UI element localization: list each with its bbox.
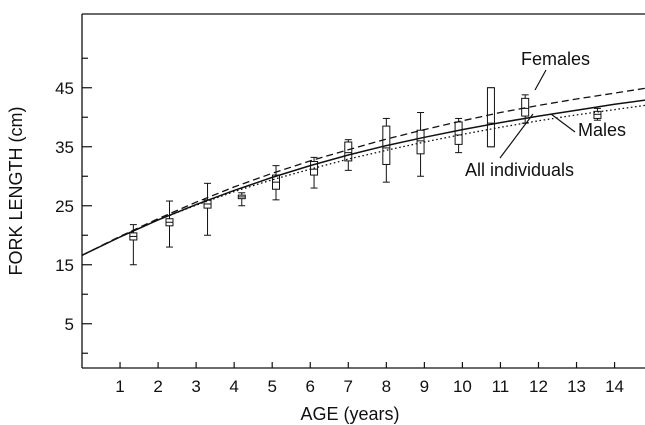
- annotations: Females Males All individuals: [465, 49, 626, 180]
- boxplot-box: [344, 141, 353, 162]
- y-tick-label: 25: [55, 197, 74, 216]
- x-tick-label: 9: [420, 377, 429, 396]
- annotation-males-arrow: [550, 113, 576, 133]
- x-axis-label: AGE (years): [300, 404, 399, 424]
- axes-frame: [81, 13, 645, 369]
- y-tick-label: 35: [55, 138, 74, 157]
- x-tick-label: 12: [529, 377, 548, 396]
- annotation-all-individuals: All individuals: [465, 160, 574, 180]
- boxplot-box: [416, 129, 425, 155]
- x-tick-label: 5: [267, 377, 276, 396]
- annotation-males: Males: [578, 120, 626, 140]
- y-tick-label: 5: [65, 315, 74, 334]
- x-tick-label: 10: [453, 377, 472, 396]
- x-tick-label: 14: [605, 377, 624, 396]
- x-tick-label: 3: [191, 377, 200, 396]
- y-tick-label: 45: [55, 79, 74, 98]
- annotation-females: Females: [521, 49, 590, 69]
- growth-curves: [81, 87, 645, 256]
- boxplot-box: [454, 121, 463, 145]
- series-line-all-individuals: [81, 99, 645, 256]
- x-tick-label: 11: [492, 377, 510, 396]
- x-tick-label: 6: [306, 377, 315, 396]
- series-line-females: [81, 87, 645, 256]
- x-tick-label: 4: [229, 377, 238, 396]
- x-tick-label: 1: [115, 377, 124, 396]
- series-line-males: [81, 104, 645, 256]
- x-tick-label: 7: [344, 377, 353, 396]
- y-tick-label: 15: [55, 256, 74, 275]
- x-tick-label: 8: [382, 377, 391, 396]
- boxplot-box: [486, 87, 495, 148]
- annotation-all-individuals-arrow: [499, 113, 534, 159]
- x-tick-label: 2: [153, 377, 162, 396]
- y-axis-label: FORK LENGTH (cm): [6, 107, 26, 276]
- boxplot-box: [593, 110, 602, 119]
- annotation-females-arrow: [534, 69, 547, 91]
- boxplot-box: [521, 97, 530, 117]
- x-tick-label: 13: [567, 377, 586, 396]
